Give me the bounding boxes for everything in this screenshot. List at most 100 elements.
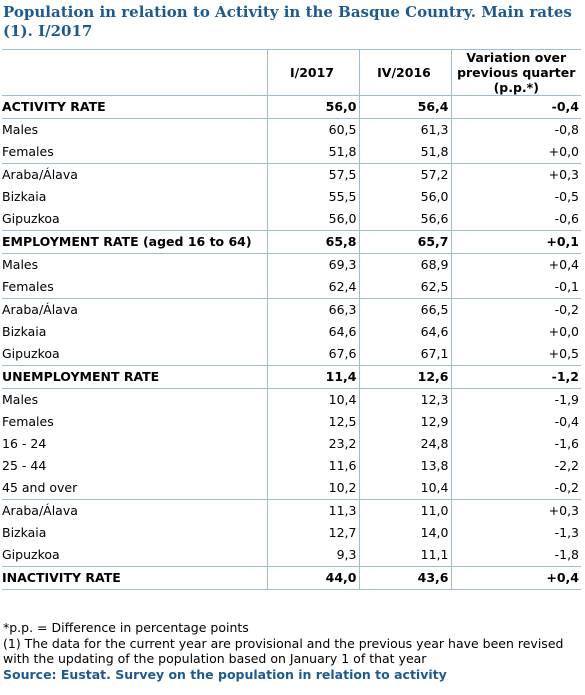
- table-row: Gipuzkoa 56,0 56,6 -0,6: [2, 208, 581, 231]
- value-i-2017: 66,3: [267, 298, 360, 321]
- value-variation: +0,3: [451, 163, 581, 186]
- table-row: Females 12,5 12,9 -0,4: [2, 411, 581, 433]
- value-iv-2016: 24,8: [359, 433, 452, 455]
- value-i-2017: 55,5: [267, 186, 360, 208]
- value-variation: +0,0: [548, 144, 579, 159]
- value-variation: +0,4: [451, 566, 581, 590]
- value-i-2017: 44,0: [267, 566, 360, 590]
- value-i-2017: 12,5: [267, 411, 360, 433]
- page-title: Population in relation to Activity in th…: [3, 3, 572, 40]
- value-variation: -0,4: [554, 414, 579, 429]
- value-iv-2016: 65,7: [359, 230, 452, 254]
- row-label: Males: [2, 118, 268, 141]
- row-label: Females: [2, 141, 268, 164]
- table-row: Females 62,4 62,5 -0,1: [2, 276, 581, 299]
- value-i-2017: 64,6: [267, 321, 360, 343]
- row-label: Bizkaia: [2, 321, 268, 343]
- value-variation: -0,2: [554, 480, 579, 495]
- notes: *p.p. = Difference in percentage points …: [3, 620, 581, 682]
- table-row: Araba/Álava 57,5 57,2 +0,3: [2, 163, 581, 186]
- table-row: Males 69,3 68,9 +0,4: [2, 253, 581, 276]
- value-variation: -1,6: [554, 436, 579, 451]
- value-iv-2016: 51,8: [359, 141, 452, 164]
- row-label: Males: [2, 388, 268, 411]
- header-col-2: IV/2016: [359, 49, 452, 96]
- row-label: Gipuzkoa: [2, 343, 268, 366]
- row-label: Females: [2, 411, 268, 433]
- value-i-2017: 60,5: [267, 118, 360, 141]
- value-i-2017: 10,4: [267, 388, 360, 411]
- table-row: Males 10,4 12,3 -1,9: [2, 388, 581, 411]
- value-i-2017: 56,0: [267, 95, 360, 119]
- value-iv-2016: 56,4: [359, 95, 452, 119]
- row-label: Gipuzkoa: [2, 208, 268, 231]
- pp-note: *p.p. = Difference in percentage points: [3, 620, 249, 635]
- row-label: INACTIVITY RATE: [2, 566, 268, 590]
- table-row: Araba/Álava 66,3 66,5 -0,2: [2, 298, 581, 321]
- value-i-2017: 69,3: [267, 253, 360, 276]
- row-label: Gipuzkoa: [2, 544, 268, 567]
- value-variation: -0,4: [451, 95, 581, 119]
- value-variation: -0,6: [554, 211, 579, 226]
- value-iv-2016: 67,1: [359, 343, 452, 366]
- table-row: 16 - 24 23,2 24,8 -1,6: [2, 433, 581, 455]
- row-label: Araba/Álava: [2, 298, 268, 321]
- value-variation: +0,4: [451, 253, 581, 276]
- header-label-cell: [2, 49, 268, 96]
- table-row: Gipuzkoa 67,6 67,1 +0,5: [2, 343, 581, 366]
- row-label: Bizkaia: [2, 186, 268, 208]
- row-label: 45 and over: [2, 477, 268, 500]
- value-iv-2016: 12,9: [359, 411, 452, 433]
- rates-table: I/2017 IV/2016 Variation over previous q…: [2, 49, 581, 590]
- section-row: EMPLOYMENT RATE (aged 16 to 64) 65,8 65,7 +…: [2, 230, 581, 254]
- value-iv-2016: 10,4: [359, 477, 452, 500]
- value-i-2017: 23,2: [267, 433, 360, 455]
- table-row: Bizkaia 64,6 64,6 +0,0: [2, 321, 581, 343]
- value-i-2017: 56,0: [267, 208, 360, 231]
- value-iv-2016: 68,9: [359, 253, 452, 276]
- value-iv-2016: 56,0: [359, 186, 452, 208]
- value-iv-2016: 12,6: [359, 365, 452, 389]
- value-variation: -1,9: [451, 388, 581, 411]
- value-i-2017: 11,4: [267, 365, 360, 389]
- value-variation: -0,8: [451, 118, 581, 141]
- table-row: Araba/Álava 11,3 11,0 +0,3: [2, 499, 581, 522]
- value-i-2017: 9,3: [267, 544, 360, 567]
- section-row: INACTIVITY RATE 44,0 43,6 +0,4: [2, 566, 581, 590]
- row-label: ACTIVITY RATE: [2, 95, 268, 119]
- value-i-2017: 67,6: [267, 343, 360, 366]
- value-variation: -0,2: [451, 298, 581, 321]
- row-label: EMPLOYMENT RATE (aged 16 to 64): [2, 230, 268, 254]
- value-iv-2016: 66,5: [359, 298, 452, 321]
- value-iv-2016: 11,1: [359, 544, 452, 567]
- value-i-2017: 12,7: [267, 522, 360, 544]
- row-label: UNEMPLOYMENT RATE: [2, 365, 268, 389]
- value-iv-2016: 57,2: [359, 163, 452, 186]
- header-col-3: Variation over previous quarter (p.p.*): [451, 49, 581, 96]
- value-iv-2016: 61,3: [359, 118, 452, 141]
- value-variation: +0,1: [451, 230, 581, 254]
- value-variation: +0,5: [548, 346, 579, 361]
- value-iv-2016: 14,0: [359, 522, 452, 544]
- value-iv-2016: 13,8: [359, 455, 452, 477]
- table-row: Bizkaia 12,7 14,0 -1,3: [2, 522, 581, 544]
- section-row: UNEMPLOYMENT RATE 11,4 12,6 -1,2: [2, 365, 581, 389]
- section-row: ACTIVITY RATE 56,0 56,4 -0,4: [2, 95, 581, 119]
- value-variation: -1,2: [451, 365, 581, 389]
- value-i-2017: 51,8: [267, 141, 360, 164]
- row-label: 25 - 44: [2, 455, 268, 477]
- value-iv-2016: 56,6: [359, 208, 452, 231]
- value-variation: -1,8: [554, 547, 579, 562]
- table-row: 45 and over 10,2 10,4 -0,2: [2, 477, 581, 500]
- header-col-1: I/2017: [267, 49, 360, 96]
- value-i-2017: 11,6: [267, 455, 360, 477]
- value-i-2017: 65,8: [267, 230, 360, 254]
- row-label: Araba/Álava: [2, 499, 268, 522]
- table-row: 25 - 44 11,6 13,8 -2,2: [2, 455, 581, 477]
- value-variation: +0,3: [451, 499, 581, 522]
- footnote: (1) The data for the current year are pr…: [3, 635, 564, 667]
- value-iv-2016: 62,5: [359, 276, 452, 299]
- row-label: Males: [2, 253, 268, 276]
- table-row: Males 60,5 61,3 -0,8: [2, 118, 581, 141]
